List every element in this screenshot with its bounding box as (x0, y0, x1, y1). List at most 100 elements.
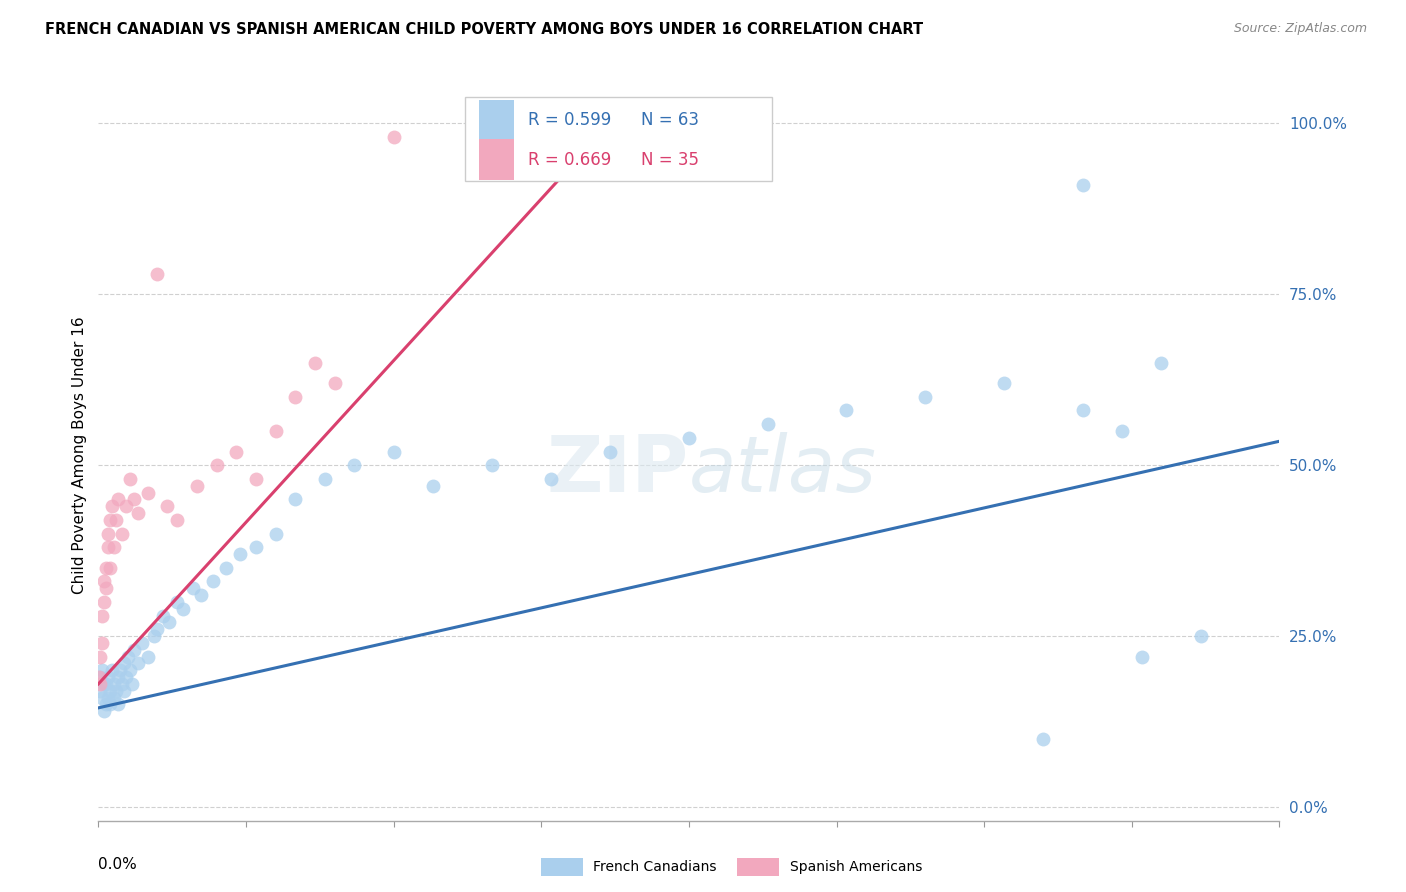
Point (835, 403, 858, 417)
Point (323, 376, 346, 391)
Point (481, 458, 503, 472)
Point (91, 690, 114, 705)
Point (229, 547, 252, 561)
Point (122, 642, 145, 657)
Point (756, 417, 779, 432)
Point (190, 588, 212, 602)
Point (264, 424, 287, 438)
Point (98, 683, 121, 698)
Text: 0.0%: 0.0% (98, 857, 138, 872)
Point (131, 636, 153, 650)
Point (89, 670, 111, 684)
Text: French Canadians: French Canadians (593, 860, 717, 874)
Point (118, 663, 141, 677)
Point (108, 663, 131, 677)
Point (993, 376, 1015, 391)
Point (121, 677, 143, 691)
Point (105, 683, 128, 698)
Text: FRENCH CANADIAN VS SPANISH AMERICAN CHILD POVERTY AMONG BOYS UNDER 16 CORRELATIO: FRENCH CANADIAN VS SPANISH AMERICAN CHIL… (45, 22, 924, 37)
Point (127, 506, 149, 520)
Text: Source: ZipAtlas.com: Source: ZipAtlas.com (1233, 22, 1367, 36)
Point (284, 390, 307, 404)
Point (98, 560, 121, 574)
Point (146, 267, 169, 281)
Point (382, 444, 405, 458)
Point (1032, 731, 1054, 746)
Point (422, 478, 444, 492)
Point (127, 657, 149, 671)
Y-axis label: Child Poverty Among Boys Under 16: Child Poverty Among Boys Under 16 (72, 316, 87, 594)
Point (103, 677, 125, 691)
Point (1150, 356, 1173, 370)
Point (89, 649, 111, 664)
Point (105, 513, 128, 527)
Point (89, 683, 111, 698)
Point (382, 130, 405, 145)
Point (96, 677, 118, 691)
Point (97, 540, 120, 554)
Point (115, 499, 138, 513)
Text: ZIP: ZIP (547, 432, 689, 508)
Point (264, 526, 287, 541)
Point (97, 526, 120, 541)
Point (101, 663, 124, 677)
Point (152, 608, 174, 623)
FancyBboxPatch shape (464, 96, 772, 180)
Point (89, 677, 111, 691)
Point (93, 677, 115, 691)
Point (599, 444, 621, 458)
Point (93, 704, 115, 718)
Point (111, 526, 134, 541)
Point (103, 690, 125, 705)
Point (914, 390, 936, 404)
Point (115, 670, 138, 684)
Point (1130, 649, 1153, 664)
Point (93, 574, 115, 589)
Point (103, 540, 125, 554)
Point (678, 431, 700, 445)
Point (343, 458, 366, 472)
Point (172, 601, 194, 615)
Text: N = 63: N = 63 (641, 112, 699, 129)
Point (101, 499, 124, 513)
Point (205, 458, 228, 472)
Point (136, 649, 159, 664)
Point (107, 670, 129, 684)
Point (304, 356, 326, 370)
Point (112, 657, 135, 671)
Point (98, 698, 121, 712)
Point (314, 472, 336, 486)
Point (91, 636, 114, 650)
Point (186, 478, 208, 492)
Point (1071, 178, 1094, 192)
Point (181, 581, 204, 595)
Point (93, 595, 115, 609)
Point (107, 698, 129, 712)
Point (156, 499, 179, 513)
Point (166, 595, 188, 609)
Point (97, 690, 120, 705)
Point (540, 472, 562, 486)
Point (122, 492, 145, 507)
Bar (478, 139, 515, 179)
Point (201, 574, 224, 589)
Point (118, 472, 141, 486)
Point (225, 444, 247, 458)
Point (146, 622, 169, 636)
Point (1189, 629, 1212, 643)
Text: N = 35: N = 35 (641, 151, 699, 169)
Point (96, 560, 118, 574)
Point (215, 560, 238, 574)
Point (91, 663, 114, 677)
Point (91, 608, 114, 623)
Text: R = 0.669: R = 0.669 (529, 151, 612, 169)
Point (97, 670, 120, 684)
Point (284, 492, 307, 507)
Point (157, 615, 180, 630)
Text: atlas: atlas (689, 432, 877, 508)
Point (142, 629, 165, 643)
Point (1111, 424, 1133, 438)
Bar (478, 100, 515, 140)
Point (89, 670, 111, 684)
Text: R = 0.599: R = 0.599 (529, 112, 612, 129)
